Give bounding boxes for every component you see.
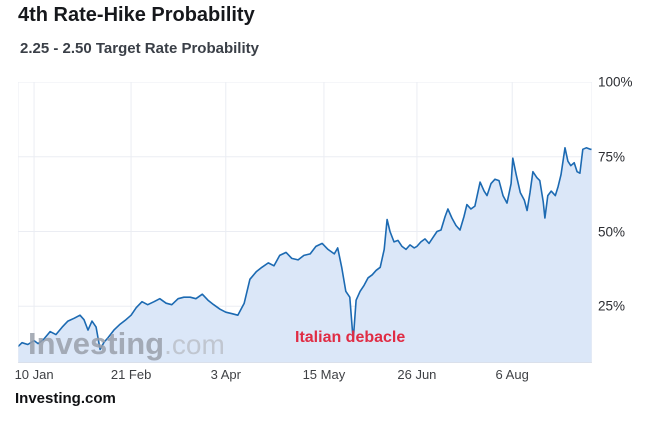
y-tick-label: 100% — [598, 74, 633, 90]
x-tick-label: 21 Feb — [110, 367, 152, 382]
y-axis-labels: 100% 75% 50% 25% — [598, 75, 658, 363]
x-tick-label: 10 Jan — [14, 367, 54, 382]
x-tick-label: 26 Jun — [397, 367, 437, 382]
y-tick-label: 50% — [598, 224, 626, 239]
x-tick-label: 15 May — [302, 367, 346, 382]
plot-area: Investing.com Italian debacle — [18, 82, 592, 363]
chart-subtitle: 2.25 - 2.50 Target Rate Probability — [20, 40, 259, 57]
y-tick-label: 75% — [598, 149, 626, 165]
probability-area-chart — [18, 82, 592, 363]
annotation-italian-debacle: Italian debacle — [295, 329, 406, 346]
y-tick-label: 25% — [598, 298, 626, 314]
x-axis-labels: 10 Jan 21 Feb 3 Apr 15 May 26 Jun 6 Aug — [14, 367, 592, 385]
page-title: 4th Rate-Hike Probability — [18, 4, 255, 26]
x-tick-label: 6 Aug — [495, 367, 529, 382]
probability-line-series — [18, 147, 592, 351]
x-tick-label: 3 Apr — [210, 367, 241, 382]
source-attribution: Investing.com — [15, 390, 116, 407]
